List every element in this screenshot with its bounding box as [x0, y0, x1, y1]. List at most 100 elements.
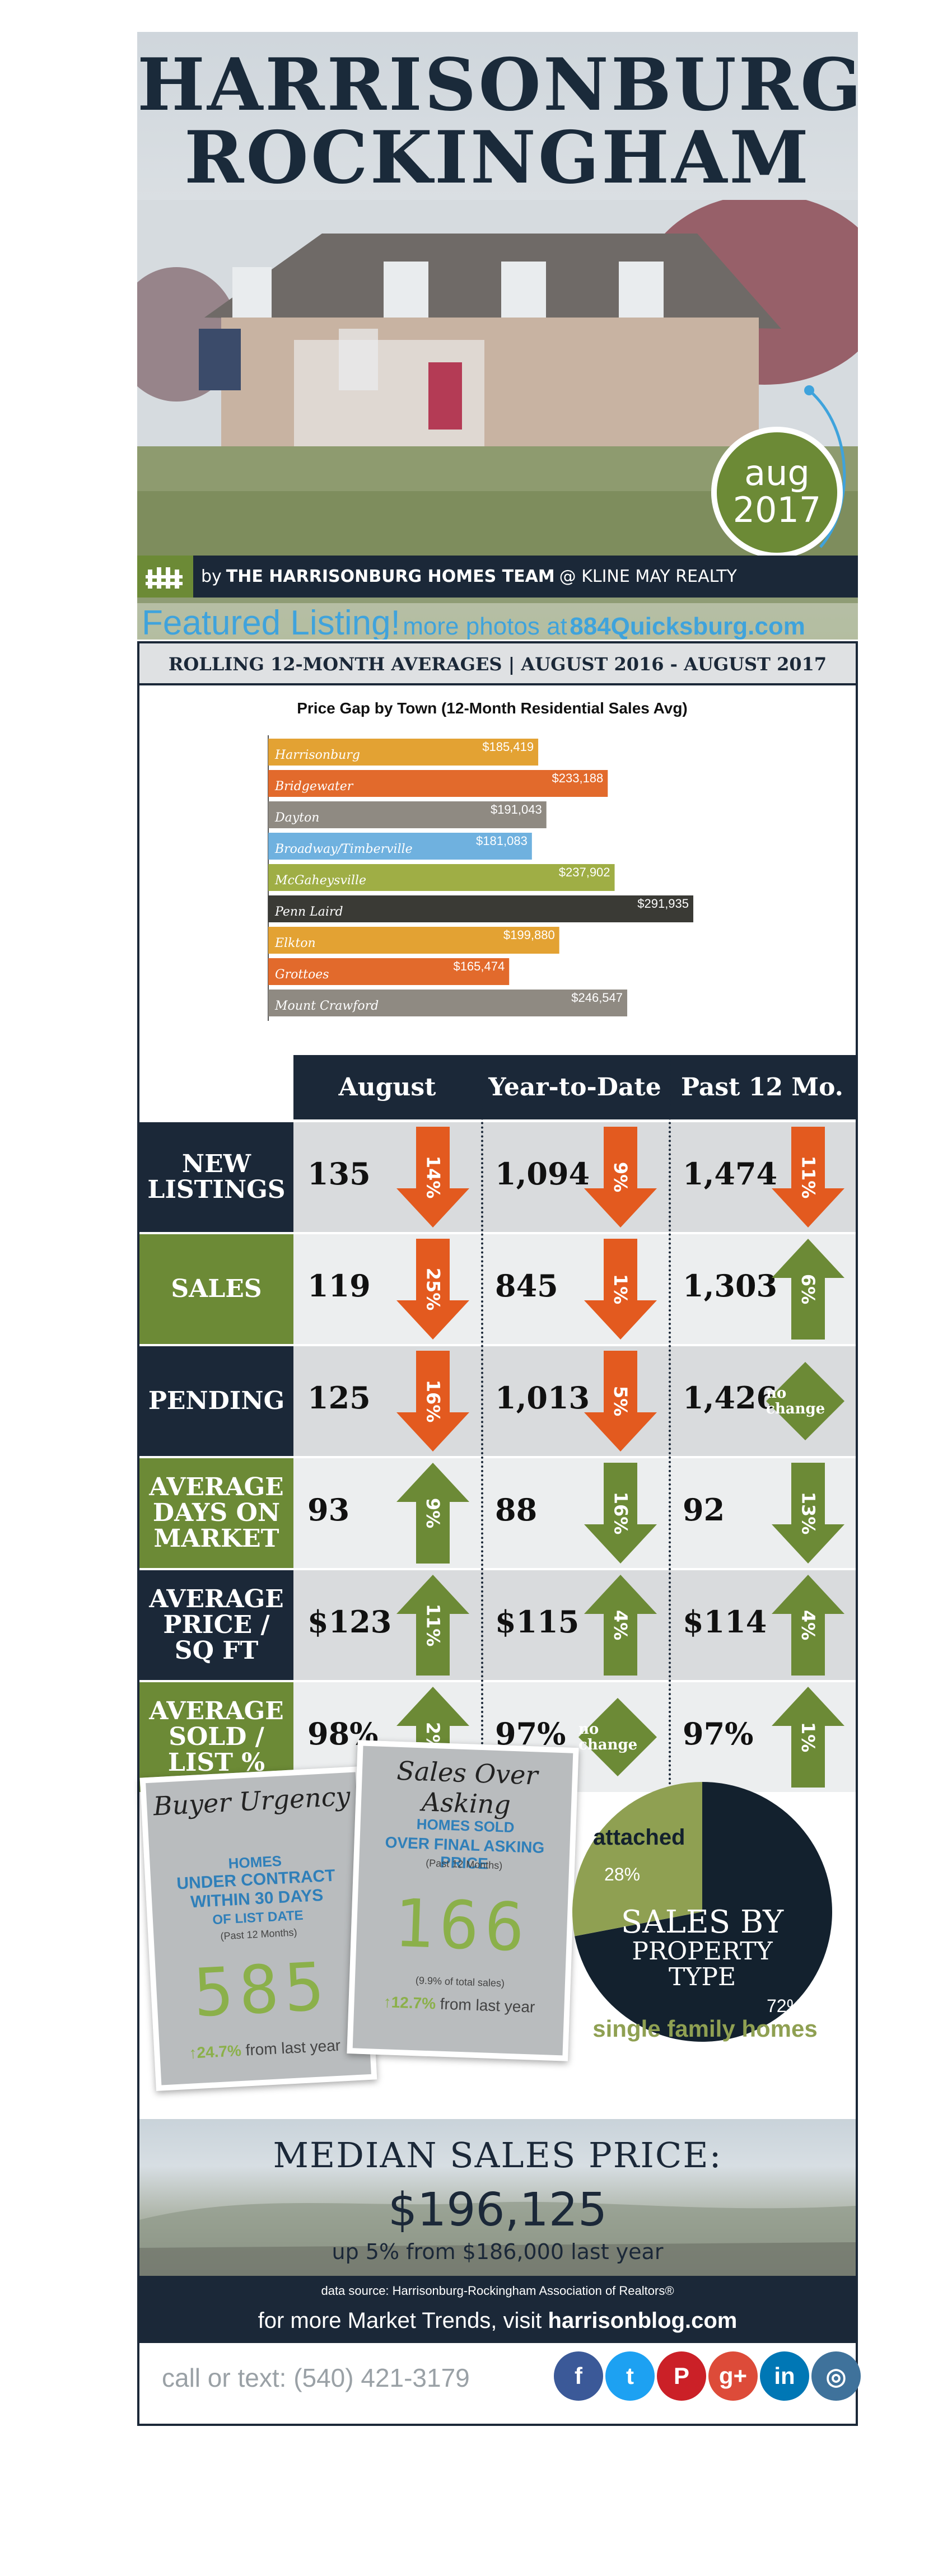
arrow-up-icon: 11%	[396, 1575, 469, 1676]
pie-chart	[572, 1782, 832, 2042]
chart-title: Price Gap by Town (12-Month Residential …	[297, 699, 688, 717]
over-asking-title: Sales Over Asking	[396, 1755, 539, 1820]
pinterest-icon[interactable]: P	[657, 2351, 706, 2401]
featured-more: more photos at	[403, 613, 567, 640]
arrow-down-icon: 1%	[584, 1239, 657, 1340]
pie-single-pct: 72%	[767, 1996, 803, 2016]
over-asking-yoy: ↑12.7% from last year	[354, 1992, 564, 2017]
contact-phone[interactable]: call or text: (540) 421-3179	[162, 2363, 470, 2392]
urgency-yoy: ↑24.7% from last year	[160, 2035, 370, 2064]
chart-category-label: Mount Crawford	[274, 999, 379, 1013]
googleplus-icon[interactable]: g+	[708, 2351, 758, 2401]
median-sub: up 5% from $186,000 last year	[332, 2239, 664, 2264]
median-value: $196,125	[388, 2183, 608, 2237]
urgency-title: Buyer Urgency	[152, 1781, 351, 1822]
chart-category-label: Bridgewater	[274, 780, 354, 794]
no-change-icon: no change	[766, 1362, 844, 1440]
change-percent: 9%	[609, 1161, 631, 1193]
cell-value: 135	[307, 1156, 371, 1192]
hero-banner: HARRISONBURG- ROCKINGHAM aug 2017 by THE…	[137, 32, 858, 640]
change-percent: 25%	[422, 1267, 444, 1311]
no-change-label: no change	[578, 1721, 638, 1753]
arrow-up-icon: 1%	[772, 1687, 844, 1788]
byline-brokerage: @ KLINE MAY REALTY	[559, 567, 737, 586]
column-header: August	[293, 1055, 481, 1119]
arrow-down-icon: 16%	[584, 1463, 657, 1564]
row-label: SALES	[139, 1234, 293, 1344]
chart-value-label: $237,902	[559, 865, 610, 879]
row-label: PENDING	[139, 1346, 293, 1456]
pie-heading3: TYPE	[668, 1963, 736, 1991]
chart-bar	[268, 958, 510, 985]
chart-bar	[268, 990, 628, 1016]
cell-value: 1,426	[683, 1380, 778, 1416]
change-percent: 1%	[609, 1273, 631, 1305]
chart-bar	[268, 895, 694, 922]
byline-by: by	[201, 567, 222, 586]
chart-category-label: Elkton	[274, 936, 316, 950]
arrow-down-icon: 9%	[584, 1127, 657, 1228]
cell-value: 1,474	[683, 1156, 778, 1192]
price-gap-chart: Harrisonburg $185,419 Bridgewater $233,188 D…	[268, 735, 694, 1021]
over-asking-card: Sales Over Asking HOMES SOLD OVER FINAL …	[347, 1740, 579, 2061]
urgency-yoy-text: from last year	[245, 2036, 341, 2059]
cell-value: 93	[307, 1492, 350, 1528]
arrow-down-icon: 25%	[396, 1239, 469, 1340]
hero-title-line2: ROCKINGHAM	[184, 116, 811, 200]
main-frame: ROLLING 12-MONTH AVERAGES | AUGUST 2016 …	[137, 641, 861, 2426]
row-background	[293, 1346, 856, 1456]
cell-value: $123	[307, 1604, 392, 1640]
change-percent: 16%	[422, 1379, 444, 1423]
featured-url-link[interactable]: 884Quicksburg.com	[570, 613, 805, 640]
chart-bar	[268, 739, 539, 766]
chart-bar	[268, 801, 547, 828]
data-source: data source: Harrisonburg-Rockingham Ass…	[321, 2284, 674, 2298]
median-heading: MEDIAN SALES PRICE:	[273, 2135, 722, 2176]
change-percent: 4%	[609, 1609, 631, 1641]
pie-attached-pct: 28%	[604, 1864, 641, 1884]
arrow-down-icon: 16%	[396, 1351, 469, 1452]
facebook-icon[interactable]: f	[554, 2351, 603, 2401]
chart-bar	[268, 770, 608, 797]
month-badge: aug 2017	[711, 427, 843, 558]
column-header: Year-to-Date	[481, 1055, 669, 1119]
visit-site-link[interactable]: harrisonblog.com	[548, 2308, 738, 2333]
row-background	[293, 1570, 856, 1680]
arrow-up-icon: 4%	[584, 1575, 657, 1676]
badge-arc-icon	[804, 385, 846, 548]
buyer-urgency-card: Buyer Urgency HOMES UNDER CONTRACT WITHI…	[139, 1766, 377, 2091]
arrow-up-icon: 6%	[772, 1239, 844, 1340]
chart-category-label: Dayton	[274, 811, 319, 825]
fence-icon	[137, 556, 193, 598]
hero-title-line1: HARRISONBURG-	[137, 43, 858, 127]
chart-value-label: $246,547	[571, 991, 623, 1005]
arrow-down-icon: 14%	[396, 1127, 469, 1228]
row-background	[293, 1122, 856, 1232]
chart-value-label: $191,043	[491, 802, 542, 816]
change-percent: 13%	[797, 1491, 819, 1535]
chart-value-label: $181,083	[476, 834, 528, 848]
cell-value: 1,013	[495, 1380, 590, 1416]
visit-prefix: for more Market Trends, visit	[258, 2308, 542, 2333]
chart-value-label: $291,935	[637, 897, 689, 911]
chart-bar	[268, 864, 615, 891]
arrow-down-icon: 11%	[772, 1127, 844, 1228]
featured-listing[interactable]: Featured Listing! more photos at 884Quic…	[137, 603, 858, 640]
linkedin-icon[interactable]: in	[760, 2351, 809, 2401]
urgency-value: 585	[192, 1947, 332, 2032]
change-percent: 5%	[609, 1385, 631, 1417]
arrow-up-icon: 4%	[772, 1575, 844, 1676]
instagram-icon[interactable]: ◎	[811, 2351, 861, 2401]
cell-value: 92	[683, 1492, 725, 1528]
chart-bar	[268, 833, 532, 860]
change-percent: 11%	[797, 1155, 819, 1199]
change-percent: 1%	[797, 1721, 819, 1753]
pie-slice-single-family	[575, 1782, 832, 2042]
twitter-icon[interactable]: t	[605, 2351, 655, 2401]
chart-value-label: $165,474	[453, 959, 505, 973]
over-asking-value: 166	[393, 1884, 531, 1967]
pie-slice-attached	[572, 1782, 702, 1936]
pie-heading2: PROPERTY	[632, 1937, 773, 1966]
cell-value: $115	[495, 1604, 580, 1640]
badge-year: 2017	[732, 489, 822, 530]
